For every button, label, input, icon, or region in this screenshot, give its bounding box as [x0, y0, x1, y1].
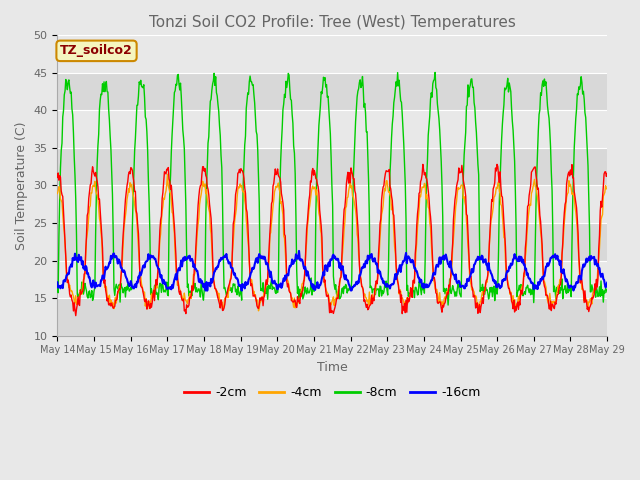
Bar [58, 261, 607, 298]
X-axis label: Time: Time [317, 361, 348, 374]
Text: TZ_soilco2: TZ_soilco2 [60, 44, 133, 57]
Bar [58, 73, 607, 110]
Bar [58, 298, 607, 336]
Y-axis label: Soil Temperature (C): Soil Temperature (C) [15, 121, 28, 250]
Bar [58, 223, 607, 261]
Title: Tonzi Soil CO2 Profile: Tree (West) Temperatures: Tonzi Soil CO2 Profile: Tree (West) Temp… [149, 15, 516, 30]
Legend: -2cm, -4cm, -8cm, -16cm: -2cm, -4cm, -8cm, -16cm [179, 382, 486, 405]
Bar [58, 185, 607, 223]
Bar [58, 36, 607, 73]
Bar [58, 148, 607, 185]
Bar [58, 110, 607, 148]
